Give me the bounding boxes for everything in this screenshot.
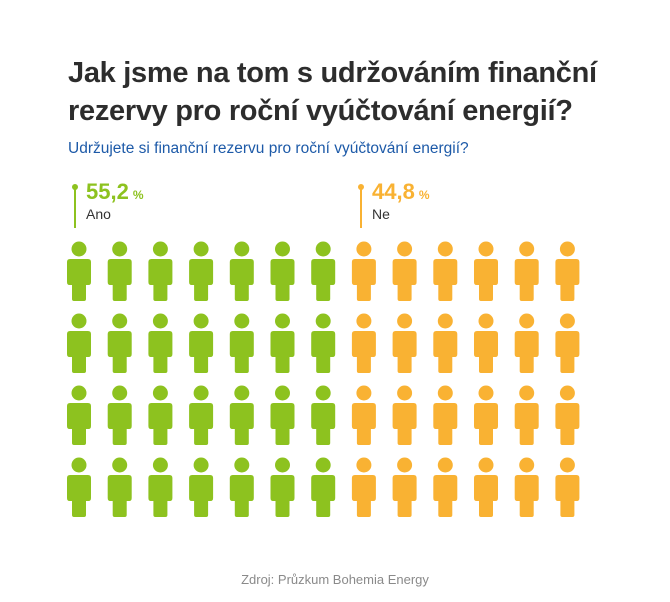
person-icon-ano — [229, 385, 254, 445]
person-icon-ano — [229, 313, 254, 373]
person-icon-ano — [67, 457, 91, 517]
chart-subtitle: Udržujete si finanční rezervu pro roční … — [68, 140, 469, 157]
person-icon-ne — [433, 241, 458, 301]
person-icon-ano — [107, 313, 132, 373]
value-ne-unit: % — [418, 188, 430, 202]
chart-title: Jak jsme na tom s udržováním finanční re… — [68, 57, 597, 127]
person-icon-ne — [392, 457, 417, 517]
person-icon-ne — [351, 457, 376, 517]
value-ano: 55,2% — [86, 180, 144, 207]
value-ne: 44,8% — [372, 180, 430, 207]
person-icon-ano — [270, 241, 295, 301]
person-icon-ne — [351, 241, 376, 301]
person-icon-ano — [148, 385, 173, 445]
label-ano: Ano — [86, 206, 111, 222]
person-icon-ne — [392, 241, 417, 301]
person-icon-ano — [107, 457, 132, 517]
value-ano-number: 55,2 — [86, 179, 129, 204]
person-icon-ano — [148, 313, 173, 373]
person-icon-ano — [189, 385, 214, 445]
pin-line-ne — [360, 188, 362, 228]
person-icon-ano — [67, 385, 91, 445]
person-icon-ne — [474, 241, 498, 301]
person-icon-ano — [107, 385, 132, 445]
label-ne: Ne — [372, 206, 390, 222]
person-icon-ne — [433, 313, 458, 373]
person-icon-ano — [189, 313, 214, 373]
person-icon-ne — [555, 241, 580, 301]
person-icon-ano — [107, 241, 132, 301]
person-icon-ano — [189, 457, 214, 517]
person-icon-ne — [555, 457, 580, 517]
person-icon-ne — [514, 241, 539, 301]
person-icon-ano — [270, 457, 295, 517]
person-icon-ano — [311, 241, 336, 301]
person-icon-ne — [555, 313, 580, 373]
person-icon-ano — [67, 313, 91, 373]
person-icon-ne — [514, 457, 539, 517]
pin-dot-ano — [72, 184, 78, 190]
person-icon-ano — [270, 313, 295, 373]
person-icon-ne — [474, 457, 498, 517]
person-icon-ne — [555, 385, 580, 445]
person-icon-ano — [270, 385, 295, 445]
person-icon-ne — [351, 385, 376, 445]
person-icon-ano — [67, 241, 91, 301]
value-ne-number: 44,8 — [372, 179, 415, 204]
person-icon-ano — [311, 385, 336, 445]
person-icon-ano — [148, 457, 173, 517]
person-icon-ne — [474, 313, 498, 373]
pin-line-ano — [74, 188, 76, 228]
person-icon-ano — [148, 241, 173, 301]
person-icon-ano — [229, 241, 254, 301]
person-icon-ano — [311, 457, 336, 517]
person-icon-ne — [392, 313, 417, 373]
value-ano-unit: % — [132, 188, 144, 202]
person-icon-ano — [189, 241, 214, 301]
person-icon-ne — [351, 313, 376, 373]
person-icon-ne — [433, 385, 458, 445]
person-icon-ne — [433, 457, 458, 517]
person-icon-ne — [514, 313, 539, 373]
pin-dot-ne — [358, 184, 364, 190]
source-note: Zdroj: Průzkum Bohemia Energy — [241, 572, 429, 587]
person-icon-ne — [392, 385, 417, 445]
person-icon-ne — [514, 385, 539, 445]
person-icon-ano — [311, 313, 336, 373]
person-icon-ano — [229, 457, 254, 517]
person-icon-ne — [474, 385, 498, 445]
